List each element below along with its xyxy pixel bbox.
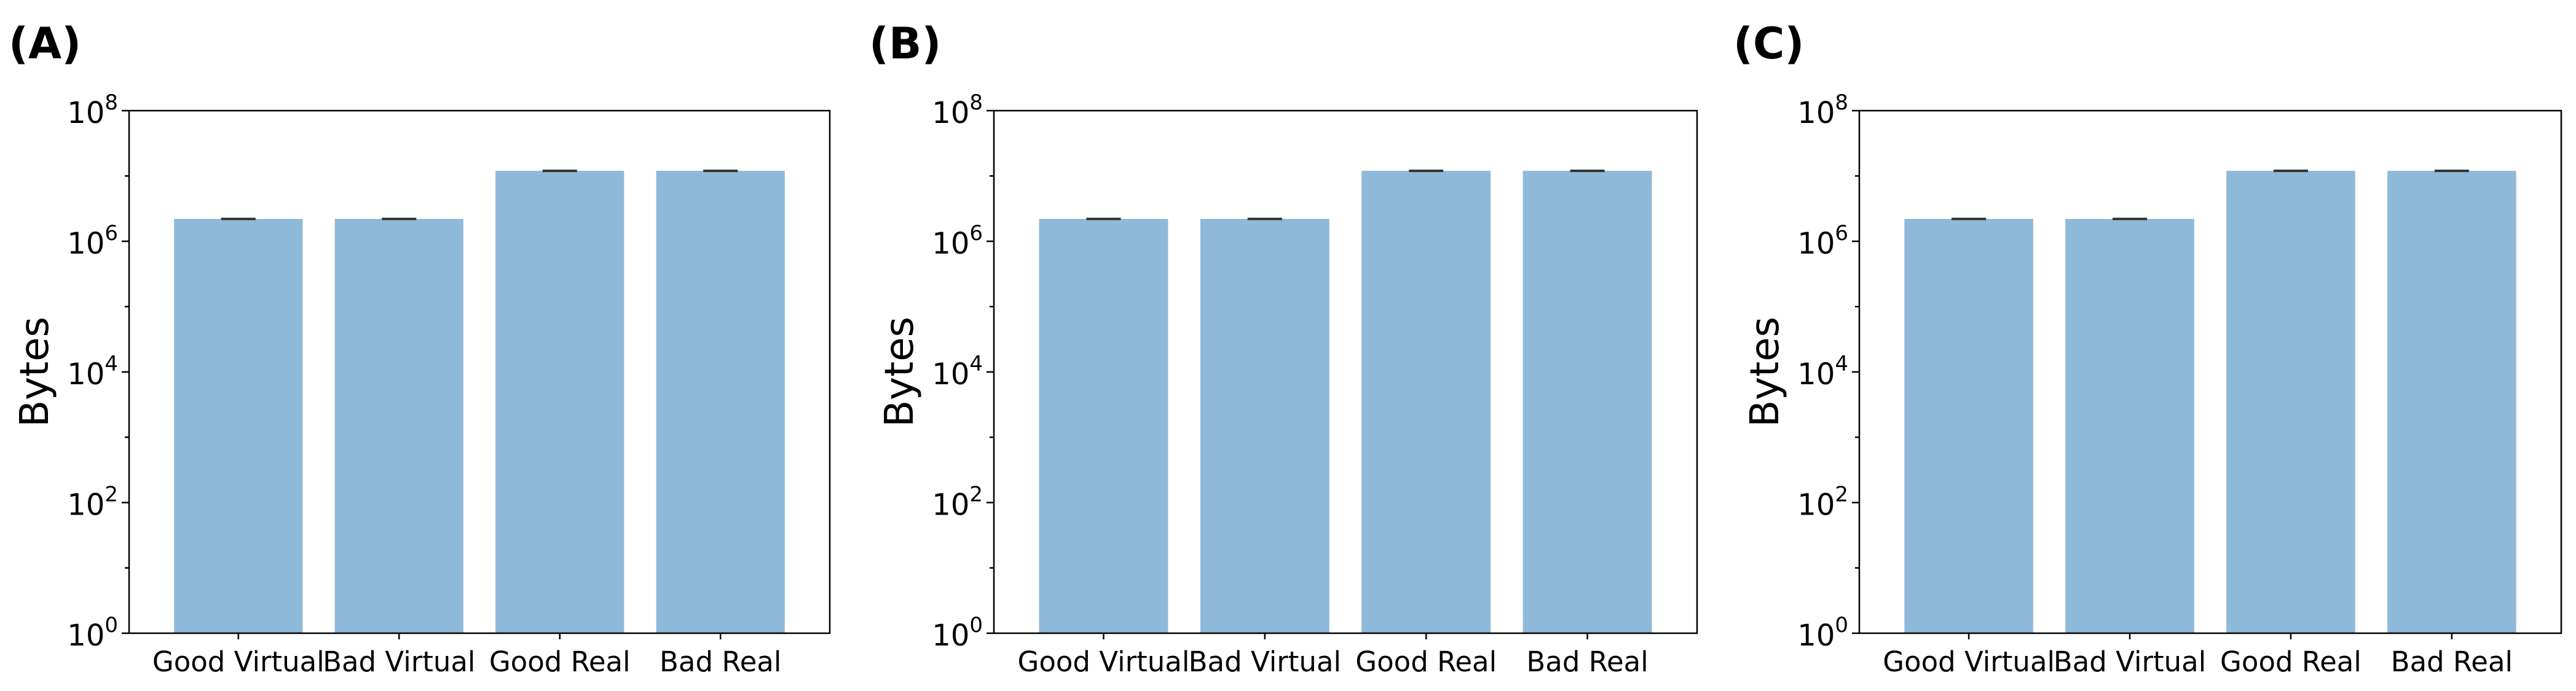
bar xyxy=(656,170,785,633)
y-tick-label: 106 xyxy=(932,221,983,261)
y-tick-label: 104 xyxy=(932,352,983,392)
bar xyxy=(2226,170,2355,633)
bar xyxy=(1039,219,1168,634)
panel-label: (C) xyxy=(1733,18,1804,69)
bar xyxy=(1904,219,2033,634)
x-tick-label: Good Real xyxy=(2220,646,2361,678)
y-tick-label: 100 xyxy=(932,613,983,653)
x-tick-label: Bad Real xyxy=(2391,646,2513,678)
x-tick-label: Good Virtual xyxy=(152,646,325,678)
x-tick-label: Good Real xyxy=(1355,646,1497,678)
bar xyxy=(1200,219,1329,634)
y-tick-label: 100 xyxy=(1797,613,1848,653)
y-tick-label: 106 xyxy=(1797,221,1848,261)
y-tick-label: 102 xyxy=(932,483,983,523)
x-tick-label: Bad Virtual xyxy=(2054,646,2206,678)
bar xyxy=(2065,219,2194,634)
panel-label: (B) xyxy=(869,18,941,69)
y-tick-label: 102 xyxy=(1797,483,1848,523)
y-axis-label: Bytes xyxy=(1743,317,1788,427)
bar xyxy=(334,219,463,634)
x-tick-label: Bad Virtual xyxy=(1189,646,1341,678)
x-tick-label: Good Virtual xyxy=(1018,646,1190,678)
x-tick-label: Bad Real xyxy=(1526,646,1648,678)
x-tick-label: Bad Real xyxy=(660,646,781,678)
bar xyxy=(2387,170,2516,633)
y-tick-label: 104 xyxy=(67,352,118,392)
y-tick-label: 100 xyxy=(67,613,118,653)
x-tick-label: Good Real xyxy=(489,646,631,678)
panel-label: (A) xyxy=(9,18,81,69)
y-tick-label: 108 xyxy=(932,90,983,130)
bar xyxy=(1522,170,1652,633)
y-tick-label: 104 xyxy=(1797,352,1848,392)
bar xyxy=(495,170,624,633)
x-tick-label: Good Virtual xyxy=(1883,646,2055,678)
x-tick-label: Bad Virtual xyxy=(323,646,475,678)
y-tick-label: 106 xyxy=(67,221,118,261)
bar xyxy=(1361,170,1491,633)
y-tick-label: 102 xyxy=(67,483,118,523)
y-axis-label: Bytes xyxy=(12,317,58,427)
y-tick-label: 108 xyxy=(67,90,118,130)
y-tick-label: 108 xyxy=(1797,90,1848,130)
bar xyxy=(174,219,303,634)
y-axis-label: Bytes xyxy=(877,317,923,427)
